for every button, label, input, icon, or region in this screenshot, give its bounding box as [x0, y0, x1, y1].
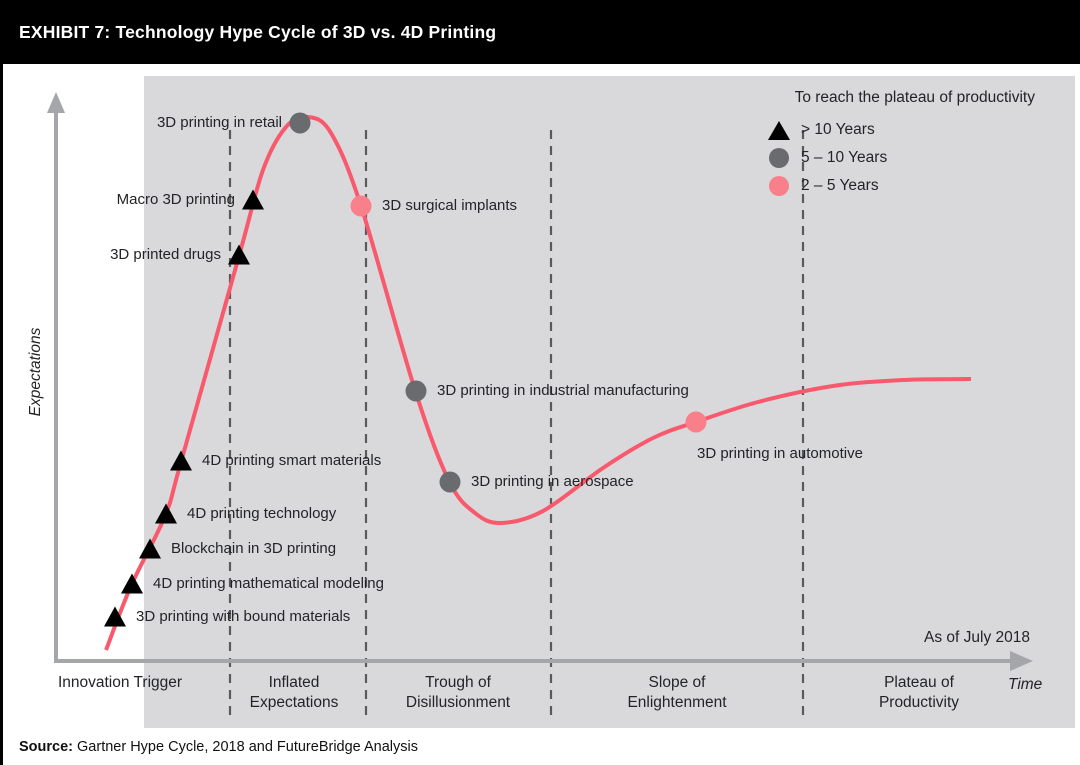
stage-label: Plateau of Productivity [879, 673, 959, 713]
x-axis-label: Time [1008, 676, 1043, 693]
stage-label-line: Inflated [268, 674, 320, 691]
legend-title: To reach the plateau of productivity [794, 89, 1035, 106]
stage-label: Innovation Trigger [58, 673, 182, 693]
legend-circle-icon [768, 148, 790, 168]
circle-swatch [769, 148, 789, 168]
source-text: Gartner Hype Cycle, 2018 and FutureBridg… [73, 739, 418, 755]
stage-label-line: Slope of [648, 674, 706, 691]
point-label: 3D surgical implants [382, 197, 518, 214]
stage-divider-lines [228, 130, 805, 716]
stage-label-line: Disillusionment [405, 694, 511, 711]
point-label: 3D printing in industrial manufacturing [437, 382, 689, 399]
legend-item: > 10 Years [768, 116, 887, 144]
legend-item-label: > 10 Years [801, 121, 875, 138]
point-label: 3D printing in automotive [697, 445, 863, 462]
legend-circle-icon [768, 176, 790, 196]
exhibit-header: EXHIBIT 7: Technology Hype Cycle of 3D v… [3, 0, 1080, 64]
hype-cycle-chart [47, 92, 1033, 716]
triangle-swatch [768, 120, 790, 140]
point-label: 3D printing in aerospace [471, 473, 634, 490]
circle-marker [685, 411, 707, 433]
source-label: Source: [19, 739, 73, 755]
y-axis-label: Expectations [27, 327, 44, 417]
triangle-marker [139, 538, 161, 559]
legend-item: 2 – 5 Years [768, 172, 887, 200]
point-label: 3D printing in retail [156, 114, 282, 131]
triangle-marker [155, 503, 177, 524]
point-label: Blockchain in 3D printing [171, 540, 337, 557]
x-axis-arrow-icon [1010, 651, 1033, 671]
stage-label-line: Expectations [249, 694, 339, 711]
circle-swatch [769, 176, 789, 196]
y-axis-arrow-icon [47, 92, 65, 113]
legend-item-label: 5 – 10 Years [801, 149, 888, 166]
legend-items: > 10 Years 5 – 10 Years 2 – 5 Years [768, 116, 887, 200]
stage-label-line: Productivity [878, 694, 960, 711]
stage-label: Trough of Disillusionment [406, 673, 510, 713]
plot-background [144, 76, 1075, 728]
triangle-marker [242, 189, 264, 210]
stage-label: Slope of Enlightenment [627, 673, 726, 713]
axes [47, 92, 1033, 671]
circle-marker [289, 112, 311, 134]
as-of-date-label: As of July 2018 [924, 629, 1030, 646]
stage-label: Inflated Expectations [250, 673, 339, 713]
point-label: 4D printing smart materials [202, 452, 382, 469]
point-label: 4D printing mathematical modeling [153, 575, 384, 592]
triangle-marker [170, 450, 192, 471]
legend-triangle-icon [768, 120, 790, 140]
data-point-markers [104, 112, 707, 627]
stage-label-line: Enlightenment [627, 694, 727, 711]
point-label: 4D printing technology [187, 505, 337, 522]
circle-marker [405, 380, 427, 402]
source-note: Source: Gartner Hype Cycle, 2018 and Fut… [19, 739, 418, 755]
point-label: 3D printed drugs [110, 246, 221, 263]
legend-item: 5 – 10 Years [768, 144, 887, 172]
circle-marker [350, 195, 372, 217]
triangle-marker [228, 244, 250, 265]
stage-label-line: Plateau of [884, 674, 954, 691]
stage-label-line: Trough of [425, 674, 491, 691]
circle-marker [439, 471, 461, 493]
triangle-marker [121, 573, 143, 594]
point-label: 3D printing with bound materials [136, 608, 351, 625]
stage-label-line: Innovation Trigger [57, 674, 183, 691]
triangle-marker [104, 606, 126, 627]
legend-item-label: 2 – 5 Years [801, 177, 879, 194]
point-label: Macro 3D printing [116, 191, 235, 208]
exhibit-title: EXHIBIT 7: Technology Hype Cycle of 3D v… [19, 21, 497, 42]
legend: To reach the plateau of productivity > 1… [705, 89, 1035, 196]
